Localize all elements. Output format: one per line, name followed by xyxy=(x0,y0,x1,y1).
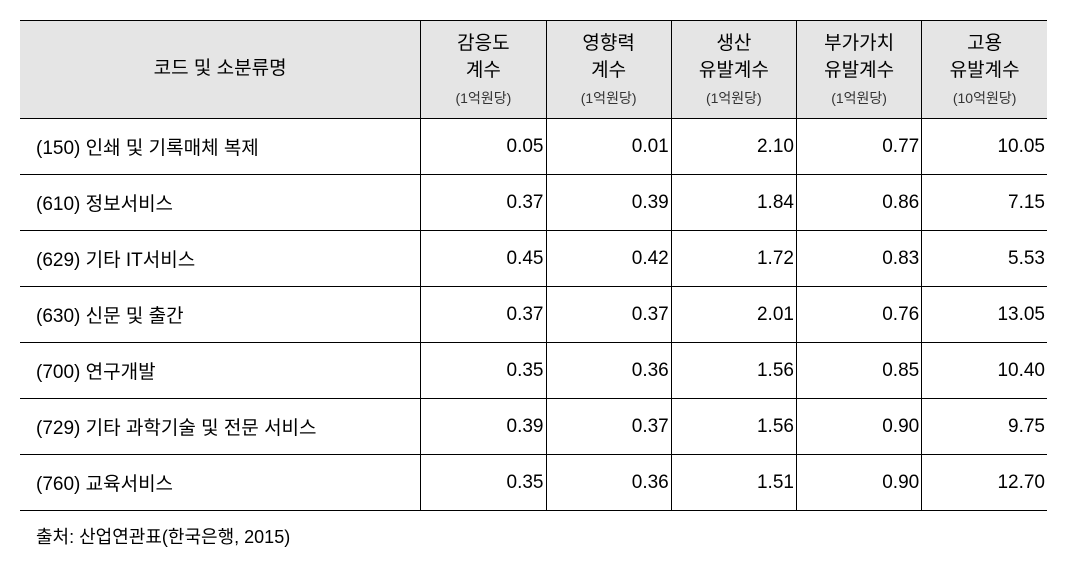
row-value: 0.35 xyxy=(421,343,546,399)
header-col-3: 생산유발계수 (1억원당) xyxy=(671,21,796,119)
row-value: 0.86 xyxy=(796,175,921,231)
header-col-4-sub: (1억원당) xyxy=(803,88,915,108)
source-text: 출처: 산업연관표(한국은행, 2015) xyxy=(36,523,1047,549)
row-value: 10.05 xyxy=(922,119,1047,175)
table-row: (610) 정보서비스 0.37 0.39 1.84 0.86 7.15 xyxy=(20,175,1047,231)
row-label: (729) 기타 과학기술 및 전문 서비스 xyxy=(20,399,421,455)
table-row: (630) 신문 및 출간 0.37 0.37 2.01 0.76 13.05 xyxy=(20,287,1047,343)
header-col-2: 영향력계수 (1억원당) xyxy=(546,21,671,119)
row-value: 0.37 xyxy=(546,287,671,343)
header-col-5-main: 고용유발계수 xyxy=(928,31,1041,84)
table-row: (729) 기타 과학기술 및 전문 서비스 0.39 0.37 1.56 0.… xyxy=(20,399,1047,455)
header-col-4: 부가가치유발계수 (1억원당) xyxy=(796,21,921,119)
row-value: 7.15 xyxy=(922,175,1047,231)
header-row: 코드 및 소분류명 감응도계수 (1억원당) 영향력계수 (1억원당) 생산유발… xyxy=(20,21,1047,119)
row-value: 0.37 xyxy=(546,399,671,455)
row-value: 0.90 xyxy=(796,399,921,455)
row-value: 0.05 xyxy=(421,119,546,175)
row-value: 0.76 xyxy=(796,287,921,343)
row-label: (150) 인쇄 및 기록매체 복제 xyxy=(20,119,421,175)
header-col-1-sub: (1억원당) xyxy=(427,88,539,108)
row-value: 2.10 xyxy=(671,119,796,175)
header-col-3-sub: (1억원당) xyxy=(678,88,790,108)
row-value: 0.85 xyxy=(796,343,921,399)
data-table: 코드 및 소분류명 감응도계수 (1억원당) 영향력계수 (1억원당) 생산유발… xyxy=(20,20,1047,511)
row-label: (700) 연구개발 xyxy=(20,343,421,399)
row-value: 1.72 xyxy=(671,231,796,287)
row-value: 0.01 xyxy=(546,119,671,175)
row-value: 0.77 xyxy=(796,119,921,175)
row-value: 5.53 xyxy=(922,231,1047,287)
row-value: 0.90 xyxy=(796,455,921,511)
table-row: (700) 연구개발 0.35 0.36 1.56 0.85 10.40 xyxy=(20,343,1047,399)
row-value: 0.37 xyxy=(421,175,546,231)
header-col-2-sub: (1억원당) xyxy=(553,88,665,108)
row-value: 12.70 xyxy=(922,455,1047,511)
header-col-1: 감응도계수 (1억원당) xyxy=(421,21,546,119)
table-header: 코드 및 소분류명 감응도계수 (1억원당) 영향력계수 (1억원당) 생산유발… xyxy=(20,21,1047,119)
header-col-2-main: 영향력계수 xyxy=(553,31,665,84)
header-col-3-main: 생산유발계수 xyxy=(678,31,790,84)
row-value: 0.35 xyxy=(421,455,546,511)
row-value: 0.42 xyxy=(546,231,671,287)
row-value: 1.56 xyxy=(671,399,796,455)
row-value: 2.01 xyxy=(671,287,796,343)
row-label: (610) 정보서비스 xyxy=(20,175,421,231)
row-value: 0.36 xyxy=(546,343,671,399)
row-value: 9.75 xyxy=(922,399,1047,455)
row-value: 13.05 xyxy=(922,287,1047,343)
table-row: (760) 교육서비스 0.35 0.36 1.51 0.90 12.70 xyxy=(20,455,1047,511)
header-col-5: 고용유발계수 (10억원당) xyxy=(922,21,1047,119)
table-row: (150) 인쇄 및 기록매체 복제 0.05 0.01 2.10 0.77 1… xyxy=(20,119,1047,175)
row-value: 1.84 xyxy=(671,175,796,231)
header-col-name: 코드 및 소분류명 xyxy=(20,21,421,119)
table-row: (629) 기타 IT서비스 0.45 0.42 1.72 0.83 5.53 xyxy=(20,231,1047,287)
row-value: 10.40 xyxy=(922,343,1047,399)
row-value: 1.51 xyxy=(671,455,796,511)
row-value: 0.45 xyxy=(421,231,546,287)
row-label: (629) 기타 IT서비스 xyxy=(20,231,421,287)
header-col-4-main: 부가가치유발계수 xyxy=(803,31,915,84)
header-col-name-main: 코드 및 소분류명 xyxy=(26,56,414,83)
table-container: 코드 및 소분류명 감응도계수 (1억원당) 영향력계수 (1억원당) 생산유발… xyxy=(20,20,1047,549)
row-value: 0.39 xyxy=(421,399,546,455)
row-label: (630) 신문 및 출간 xyxy=(20,287,421,343)
header-col-5-sub: (10억원당) xyxy=(928,88,1041,108)
row-label: (760) 교육서비스 xyxy=(20,455,421,511)
table-body: (150) 인쇄 및 기록매체 복제 0.05 0.01 2.10 0.77 1… xyxy=(20,119,1047,511)
row-value: 1.56 xyxy=(671,343,796,399)
row-value: 0.83 xyxy=(796,231,921,287)
row-value: 0.36 xyxy=(546,455,671,511)
row-value: 0.39 xyxy=(546,175,671,231)
row-value: 0.37 xyxy=(421,287,546,343)
header-col-1-main: 감응도계수 xyxy=(427,31,539,84)
